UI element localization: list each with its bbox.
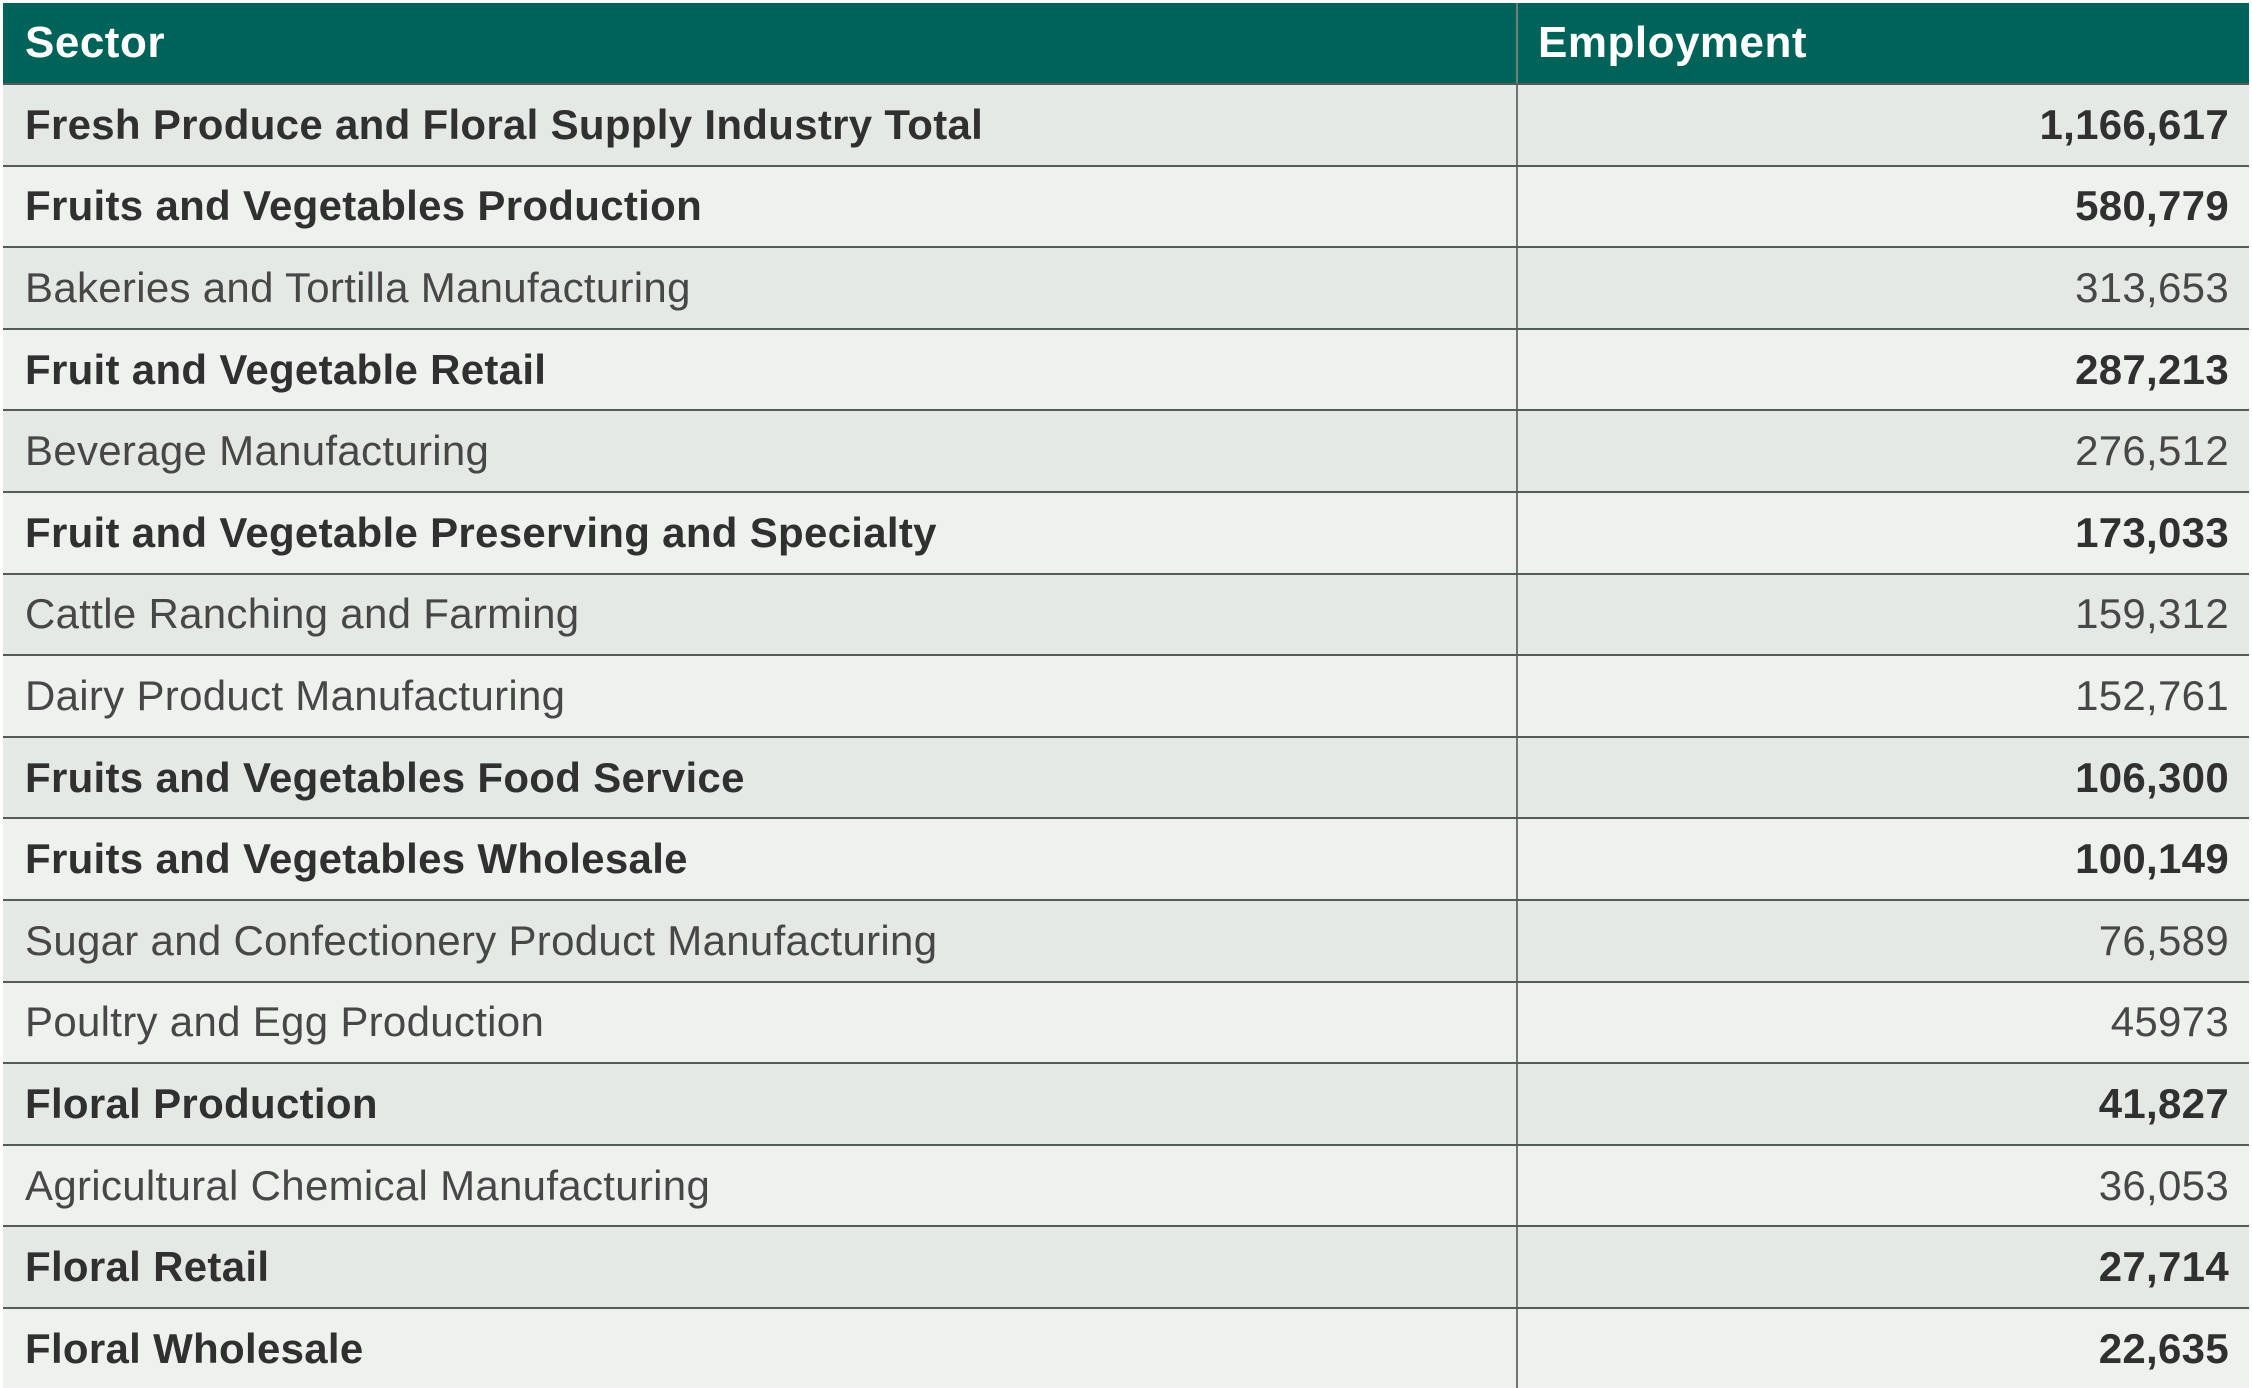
- table-row: Floral Production 41,827: [3, 1062, 2249, 1144]
- table-row: Fruit and Vegetable Preserving and Speci…: [3, 490, 2249, 573]
- employment-cell: 1,166,617: [2039, 100, 2229, 148]
- employment-cell: 159,312: [2075, 590, 2229, 638]
- table-row: Sugar and Confectionery Product Manufact…: [3, 898, 2249, 981]
- employment-cell: 106,300: [2075, 753, 2229, 801]
- employment-cell: 27,714: [2098, 1243, 2229, 1291]
- sector-cell: Fruit and Vegetable Preserving and Speci…: [3, 492, 1518, 573]
- employment-cell: 580,779: [2075, 182, 2229, 230]
- table-row: Fruit and Vegetable Retail 287,213: [3, 327, 2249, 410]
- sector-cell: Fruits and Vegetables Wholesale: [3, 819, 1518, 899]
- sector-cell: Poultry and Egg Production: [3, 982, 1518, 1063]
- table-row: Dairy Product Manufacturing 152,761: [3, 654, 2249, 736]
- employment-cell: 76,589: [2098, 916, 2229, 964]
- employment-cell: 313,653: [2075, 263, 2229, 311]
- table-row: Bakeries and Tortilla Manufacturing 313,6…: [3, 246, 2249, 328]
- sector-cell: Dairy Product Manufacturing: [3, 656, 1518, 736]
- employment-cell: 276,512: [2075, 427, 2229, 475]
- sector-cell: Fruits and Vegetables Food Service: [3, 737, 1518, 818]
- sector-cell: Agricultural Chemical Manufacturing: [3, 1145, 1518, 1226]
- column-header-sector: Sector: [3, 3, 1518, 83]
- table-row: Fruits and Vegetables Food Service 106,30…: [3, 735, 2249, 818]
- table-row: Floral Retail 27,714: [3, 1225, 2249, 1307]
- table-row: Fruits and Vegetables Wholesale 100,149: [3, 817, 2249, 899]
- table-row: Fresh Produce and Floral Supply Industry…: [3, 83, 2249, 165]
- employment-cell: 152,761: [2075, 671, 2229, 719]
- employment-table: Sector Employment Fresh Produce and Flor…: [3, 3, 2249, 1388]
- table-row: Agricultural Chemical Manufacturing 36,05…: [3, 1143, 2249, 1226]
- sector-cell: Fruit and Vegetable Retail: [3, 329, 1518, 410]
- sector-cell: Floral Wholesale: [3, 1308, 1518, 1388]
- sector-cell: Floral Production: [3, 1064, 1518, 1144]
- employment-cell: 45973: [2110, 998, 2229, 1046]
- table-header-row: Sector Employment: [3, 3, 2249, 83]
- sector-cell: Fruits and Vegetables Production: [3, 166, 1518, 247]
- table-row: Floral Wholesale 22,635: [3, 1306, 2249, 1388]
- column-header-employment: Employment: [1538, 18, 1808, 67]
- employment-cell: 36,053: [2098, 1161, 2229, 1209]
- sector-cell: Beverage Manufacturing: [3, 411, 1518, 491]
- employment-cell: 100,149: [2075, 835, 2229, 883]
- table-row: Beverage Manufacturing 276,512: [3, 409, 2249, 491]
- table-body: Fresh Produce and Floral Supply Industry…: [3, 83, 2249, 1388]
- sector-cell: Sugar and Confectionery Product Manufact…: [3, 900, 1518, 981]
- employment-cell: 173,033: [2075, 508, 2229, 556]
- employment-cell: 41,827: [2098, 1079, 2229, 1127]
- sector-cell: Floral Retail: [3, 1227, 1518, 1307]
- employment-cell: 22,635: [2098, 1324, 2229, 1372]
- sector-cell: Bakeries and Tortilla Manufacturing: [3, 248, 1518, 328]
- sector-cell: Fresh Produce and Floral Supply Industry…: [3, 85, 1518, 165]
- employment-cell: 287,213: [2075, 345, 2229, 393]
- table-row: Fruits and Vegetables Production 580,779: [3, 164, 2249, 247]
- table-row: Poultry and Egg Production 45973: [3, 980, 2249, 1063]
- table-row: Cattle Ranching and Farming 159,312: [3, 572, 2249, 655]
- sector-cell: Cattle Ranching and Farming: [3, 574, 1518, 655]
